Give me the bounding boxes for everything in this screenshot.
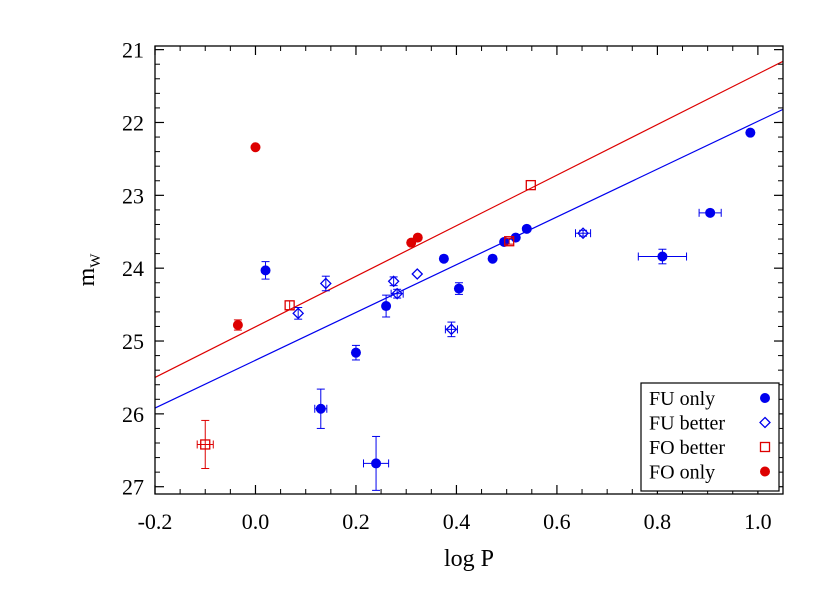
y-axis-label: mW bbox=[74, 253, 104, 287]
legend-box bbox=[640, 382, 780, 492]
legend-marker bbox=[760, 393, 770, 403]
data-point bbox=[260, 265, 271, 276]
legend-label: FO only bbox=[649, 462, 715, 484]
x-tick-label: 0.4 bbox=[443, 509, 471, 534]
data-point bbox=[350, 347, 361, 358]
y-tick-label: 23 bbox=[122, 183, 144, 208]
legend-label: FO better bbox=[649, 437, 725, 459]
x-tick-label: 0.0 bbox=[242, 509, 270, 534]
fit-line-blue bbox=[155, 108, 783, 409]
y-tick-label: 24 bbox=[122, 256, 144, 281]
data-point bbox=[487, 253, 498, 264]
data-point bbox=[250, 142, 261, 153]
data-point bbox=[411, 268, 424, 280]
plot-frame bbox=[154, 45, 784, 495]
data-point bbox=[745, 127, 756, 138]
legend-label: FU only bbox=[649, 388, 715, 410]
data-point bbox=[381, 301, 392, 312]
data-point bbox=[284, 300, 295, 311]
data-point bbox=[504, 236, 515, 247]
data-point bbox=[315, 403, 326, 414]
data-point bbox=[577, 227, 589, 240]
data-point bbox=[438, 253, 449, 264]
data-point bbox=[510, 232, 521, 243]
x-tick-label: 1.0 bbox=[744, 509, 772, 534]
legend-marker bbox=[759, 441, 771, 453]
x-tick-label: 0.2 bbox=[342, 509, 370, 534]
legend-marker bbox=[760, 466, 770, 477]
data-point bbox=[200, 439, 211, 450]
y-tick-label: 21 bbox=[122, 38, 144, 63]
data-point bbox=[445, 323, 458, 336]
series-fu-better bbox=[292, 227, 592, 338]
y-axis-label-main: m bbox=[74, 267, 100, 286]
series-fo-only bbox=[232, 142, 423, 331]
legend-marker bbox=[759, 416, 771, 429]
x-axis-label: log P bbox=[444, 546, 494, 572]
x-tick-label: -0.2 bbox=[138, 509, 173, 534]
data-point bbox=[391, 287, 404, 300]
data-point bbox=[371, 458, 382, 469]
data-point bbox=[319, 277, 332, 290]
data-point bbox=[521, 223, 532, 234]
y-tick-label: 26 bbox=[122, 402, 144, 427]
data-point bbox=[453, 283, 464, 294]
x-tick-label: 0.8 bbox=[644, 509, 672, 534]
y-tick-label: 27 bbox=[122, 475, 144, 500]
data-point bbox=[705, 207, 716, 218]
series-fo-better bbox=[196, 179, 536, 470]
data-point bbox=[292, 307, 305, 320]
fit-lines bbox=[155, 60, 783, 409]
data-point bbox=[657, 251, 668, 262]
y-axis-label-subscript: W bbox=[88, 253, 104, 268]
data-point bbox=[412, 232, 423, 243]
x-tick-label: 0.6 bbox=[543, 509, 571, 534]
data-point bbox=[525, 179, 536, 191]
y-tick-label: 22 bbox=[122, 110, 144, 135]
data-points bbox=[196, 127, 756, 491]
fit-line-red bbox=[155, 60, 783, 378]
series-fu-only bbox=[260, 127, 756, 491]
axis-ticks: -0.2 0.0 0.2 0.4 0.6 0.8 1.0 21 22 23 24 25 26 27 bbox=[122, 38, 783, 534]
data-point bbox=[232, 319, 243, 330]
legend-label: FU better bbox=[649, 413, 725, 435]
y-tick-label: 25 bbox=[122, 329, 144, 354]
data-point bbox=[387, 275, 400, 288]
